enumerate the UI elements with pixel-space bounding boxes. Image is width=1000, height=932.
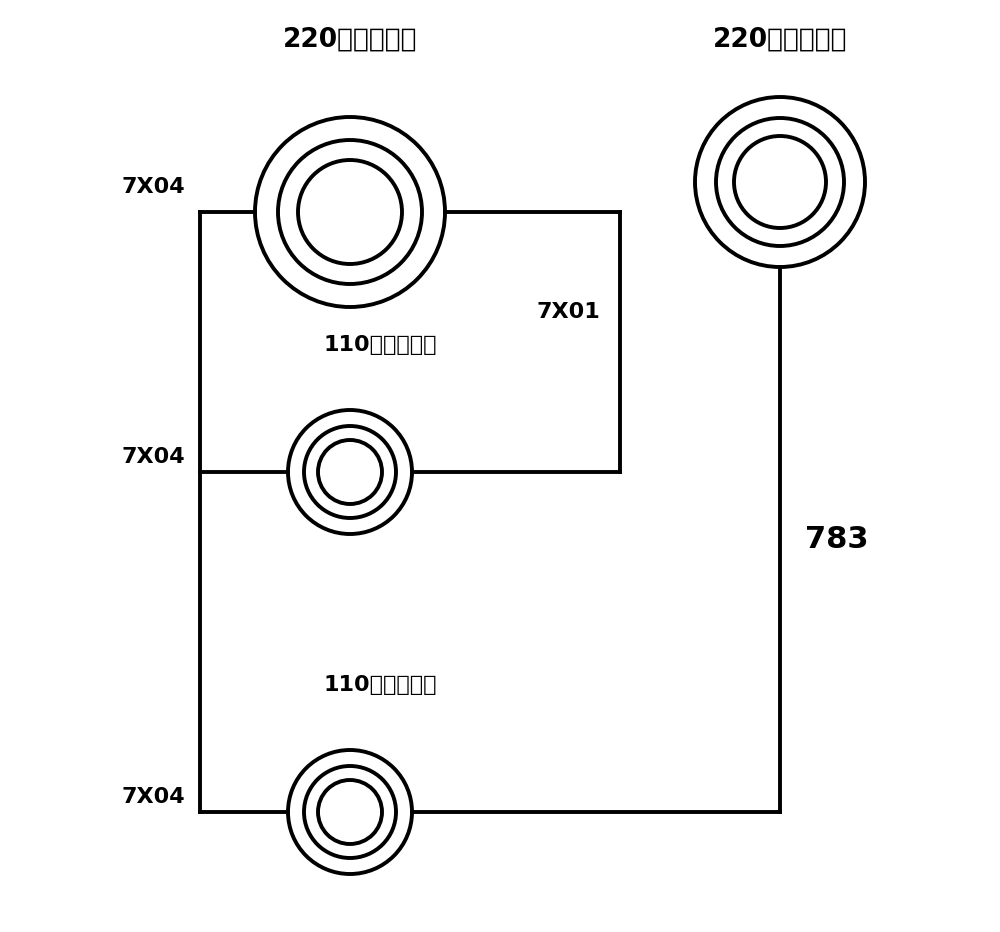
Text: 7X04: 7X04 (121, 177, 185, 197)
Text: 783: 783 (805, 525, 869, 554)
Text: 7X04: 7X04 (121, 447, 185, 467)
Text: 7X01: 7X01 (536, 302, 600, 322)
Text: 220千伏威庄变: 220千伏威庄变 (713, 27, 847, 53)
Text: 220千伏杨庄变: 220千伏杨庄变 (283, 27, 417, 53)
Text: 7X04: 7X04 (121, 787, 185, 807)
Text: 110千伏泗洪变: 110千伏泗洪变 (323, 675, 437, 695)
Text: 110千伏蓠沟变: 110千伏蓠沟变 (323, 335, 437, 355)
